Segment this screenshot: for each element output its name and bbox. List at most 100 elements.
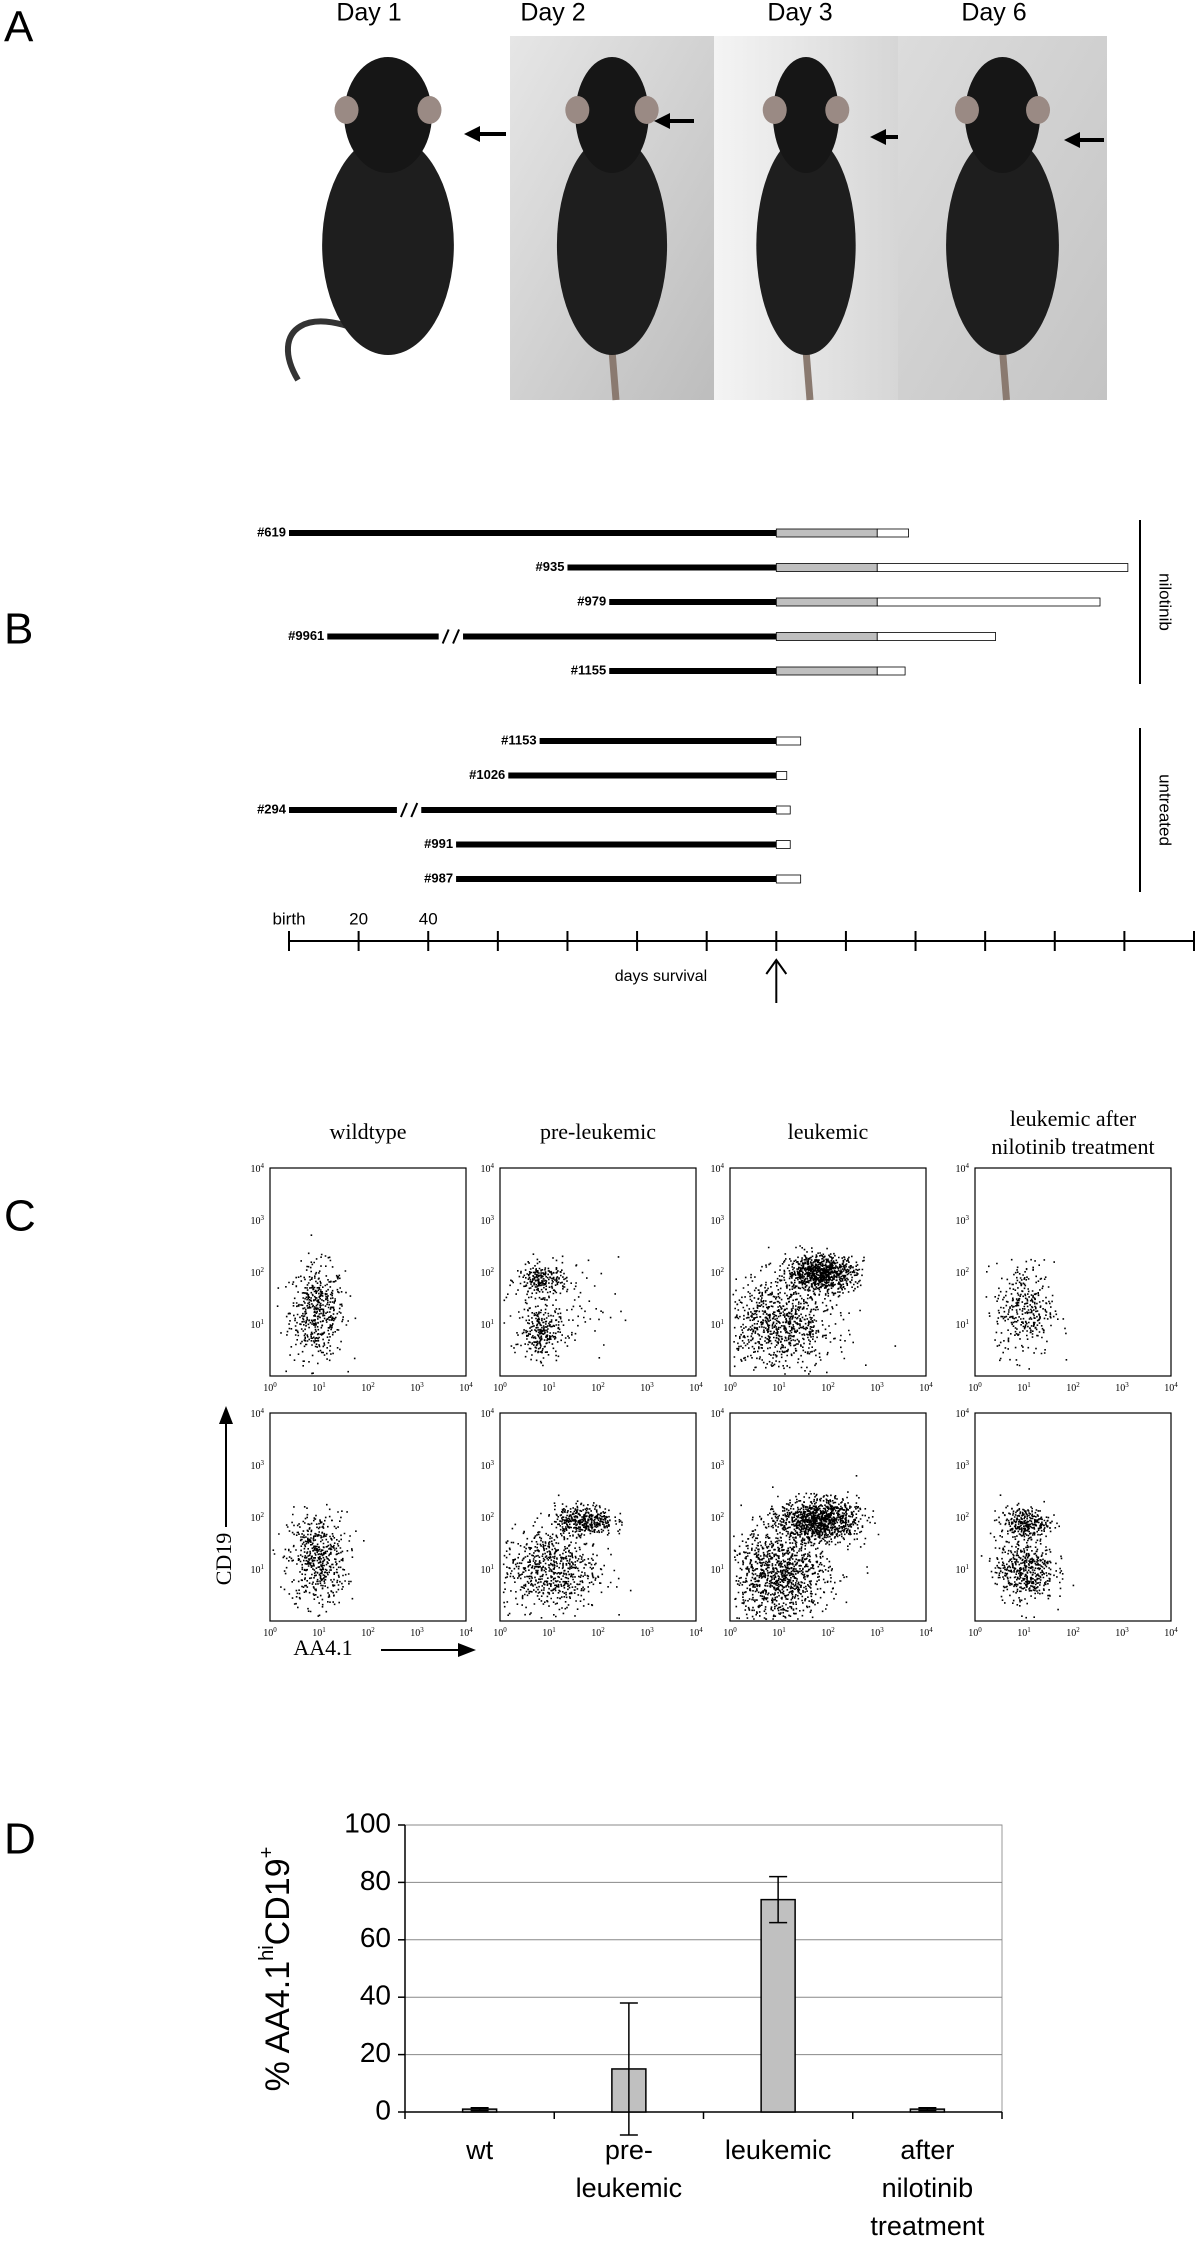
tick-base: 10 xyxy=(481,1216,491,1227)
tick-exponent: 4 xyxy=(929,1626,933,1634)
bar xyxy=(760,1898,796,2113)
axis-break xyxy=(410,802,419,818)
tick-base: 10 xyxy=(591,1628,601,1639)
mouse-ear xyxy=(417,96,442,124)
tick-exponent: 4 xyxy=(721,1407,725,1415)
tick-exponent: 3 xyxy=(966,1459,970,1467)
y-tick-label: 102 xyxy=(956,1511,970,1525)
tick-exponent: 3 xyxy=(650,1626,654,1634)
mouse-body xyxy=(946,135,1059,355)
tick-base: 10 xyxy=(711,1513,721,1524)
y-tick-label: 40 xyxy=(360,1980,391,2011)
tick-exponent: 4 xyxy=(1174,1626,1178,1634)
x-tick-label: 100 xyxy=(263,1626,277,1640)
tick-base: 10 xyxy=(251,1164,261,1175)
plot-frame xyxy=(404,1824,1003,2113)
survival-bar xyxy=(775,805,791,815)
pre-onset-bar xyxy=(508,772,777,779)
survival-bar xyxy=(876,597,1101,607)
y-tick-label: 104 xyxy=(251,1407,265,1421)
x-tick-label: 101 xyxy=(312,1381,326,1395)
x-tick-label: 104 xyxy=(1164,1381,1178,1395)
mouse-ear xyxy=(334,96,359,124)
tick-exponent: 2 xyxy=(601,1626,605,1634)
tick-base: 10 xyxy=(956,1409,966,1420)
panel-label: D xyxy=(4,1815,36,1864)
x-tick-label: 100 xyxy=(968,1381,982,1395)
panel-label: B xyxy=(4,605,33,654)
tick-exponent: 2 xyxy=(371,1381,375,1389)
event-dots xyxy=(272,1503,365,1617)
y-tick-label: 104 xyxy=(481,1407,495,1421)
y-tick-label: 101 xyxy=(711,1318,725,1332)
tick-exponent: 2 xyxy=(831,1626,835,1634)
label-superscript: + xyxy=(256,1847,278,1859)
tick-exponent: 2 xyxy=(721,1266,725,1274)
x-tick-label: 101 xyxy=(312,1626,326,1640)
tick-base: 10 xyxy=(689,1628,699,1639)
mouse-ear xyxy=(565,96,590,124)
tick-exponent: 0 xyxy=(503,1381,507,1389)
x-tick-label: 101 xyxy=(542,1381,556,1395)
y-tick-label: 101 xyxy=(956,1318,970,1332)
y-tick-label: 103 xyxy=(481,1214,495,1228)
tick-exponent: 2 xyxy=(261,1511,265,1519)
x-tick-label: 103 xyxy=(870,1626,884,1640)
x-tick-label: 104 xyxy=(919,1381,933,1395)
tick-exponent: 2 xyxy=(721,1511,725,1519)
tick-base: 10 xyxy=(711,1164,721,1175)
tick-exponent: 0 xyxy=(733,1626,737,1634)
y-tick-label: 101 xyxy=(481,1563,495,1577)
tick-base: 10 xyxy=(481,1409,491,1420)
mouse-id: #935 xyxy=(536,559,565,574)
mouse-head xyxy=(575,57,649,173)
tick-exponent: 1 xyxy=(966,1563,970,1571)
tick-base: 10 xyxy=(821,1628,831,1639)
y-tick-label: 101 xyxy=(251,1563,265,1577)
pre-onset-bar xyxy=(456,876,777,882)
tick-exponent: 1 xyxy=(491,1563,495,1571)
y-tick-label: 101 xyxy=(956,1563,970,1577)
survival-bar xyxy=(876,632,996,641)
tick-exponent: 2 xyxy=(966,1266,970,1274)
axis-break xyxy=(441,629,450,644)
tick-base: 10 xyxy=(410,1628,420,1639)
y-tick-label: 102 xyxy=(956,1266,970,1280)
tick-exponent: 4 xyxy=(699,1626,703,1634)
tick-base: 10 xyxy=(1115,1383,1125,1394)
column-title: nilotinib treatment xyxy=(991,1134,1154,1159)
mouse-tail xyxy=(802,349,814,401)
tick-exponent: 4 xyxy=(966,1162,970,1170)
tick-base: 10 xyxy=(459,1383,469,1394)
tick-base: 10 xyxy=(956,1513,966,1524)
tick-base: 10 xyxy=(251,1320,261,1331)
survival-bar xyxy=(775,771,788,780)
y-tick-label: 80 xyxy=(360,1865,391,1896)
y-axis-label: % AA4.1hiCD19+ xyxy=(256,1847,297,2092)
event-dots xyxy=(980,1494,1075,1619)
plot-frame xyxy=(974,1167,1172,1377)
column-title: pre-leukemic xyxy=(540,1119,656,1144)
tick-exponent: 4 xyxy=(1174,1381,1178,1389)
x-tick-label: 103 xyxy=(410,1626,424,1640)
tick-base: 10 xyxy=(251,1216,261,1227)
mouse-id: #979 xyxy=(577,593,606,608)
tick-exponent: 3 xyxy=(491,1214,495,1222)
tick-base: 10 xyxy=(542,1628,552,1639)
tick-base: 10 xyxy=(263,1628,273,1639)
y-tick-label: 104 xyxy=(956,1162,970,1176)
y-tick-label: 104 xyxy=(956,1407,970,1421)
tick-base: 10 xyxy=(711,1565,721,1576)
treatment-bar xyxy=(775,632,878,641)
tick-exponent: 3 xyxy=(1125,1626,1129,1634)
label-text: CD19 xyxy=(259,1858,297,1945)
tick-base: 10 xyxy=(711,1268,721,1279)
axis-arrow-head xyxy=(458,1643,476,1657)
tick-base: 10 xyxy=(481,1320,491,1331)
x-tick-label: pre- xyxy=(605,2135,653,2165)
y-tick-label: 102 xyxy=(481,1511,495,1525)
plot-frame xyxy=(499,1167,697,1377)
x-tick-label: 101 xyxy=(1017,1381,1031,1395)
tick-exponent: 1 xyxy=(322,1381,326,1389)
tick-exponent: 0 xyxy=(273,1626,277,1634)
